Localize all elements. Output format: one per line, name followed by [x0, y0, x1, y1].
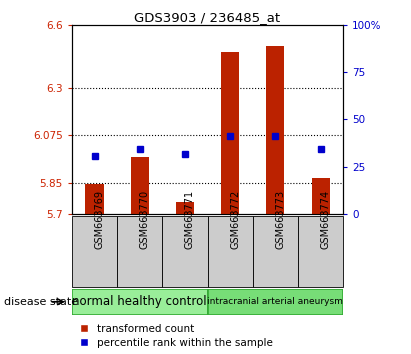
Bar [117, 216, 162, 287]
Text: disease state: disease state [4, 297, 78, 307]
Legend: transformed count, percentile rank within the sample: transformed count, percentile rank withi… [80, 324, 272, 348]
Text: intracranial arterial aneurysm: intracranial arterial aneurysm [208, 297, 343, 306]
Text: GSM663771: GSM663771 [185, 190, 195, 249]
Bar [162, 216, 208, 287]
Text: GSM663769: GSM663769 [95, 190, 104, 249]
Bar [85, 184, 104, 214]
Text: normal healthy control: normal healthy control [72, 295, 207, 308]
Bar [312, 178, 330, 214]
Text: GSM663770: GSM663770 [140, 190, 150, 249]
Title: GDS3903 / 236485_at: GDS3903 / 236485_at [134, 11, 281, 24]
Text: GSM663773: GSM663773 [275, 190, 285, 249]
Bar [298, 216, 343, 287]
Bar [208, 289, 343, 315]
Bar [266, 46, 284, 214]
Bar [208, 216, 253, 287]
Text: GSM663772: GSM663772 [230, 190, 240, 249]
Bar [72, 216, 117, 287]
Bar [221, 52, 239, 214]
Bar [176, 201, 194, 214]
Bar [72, 289, 208, 315]
Text: GSM663774: GSM663774 [321, 190, 330, 249]
Bar [253, 216, 298, 287]
Bar [131, 158, 149, 214]
